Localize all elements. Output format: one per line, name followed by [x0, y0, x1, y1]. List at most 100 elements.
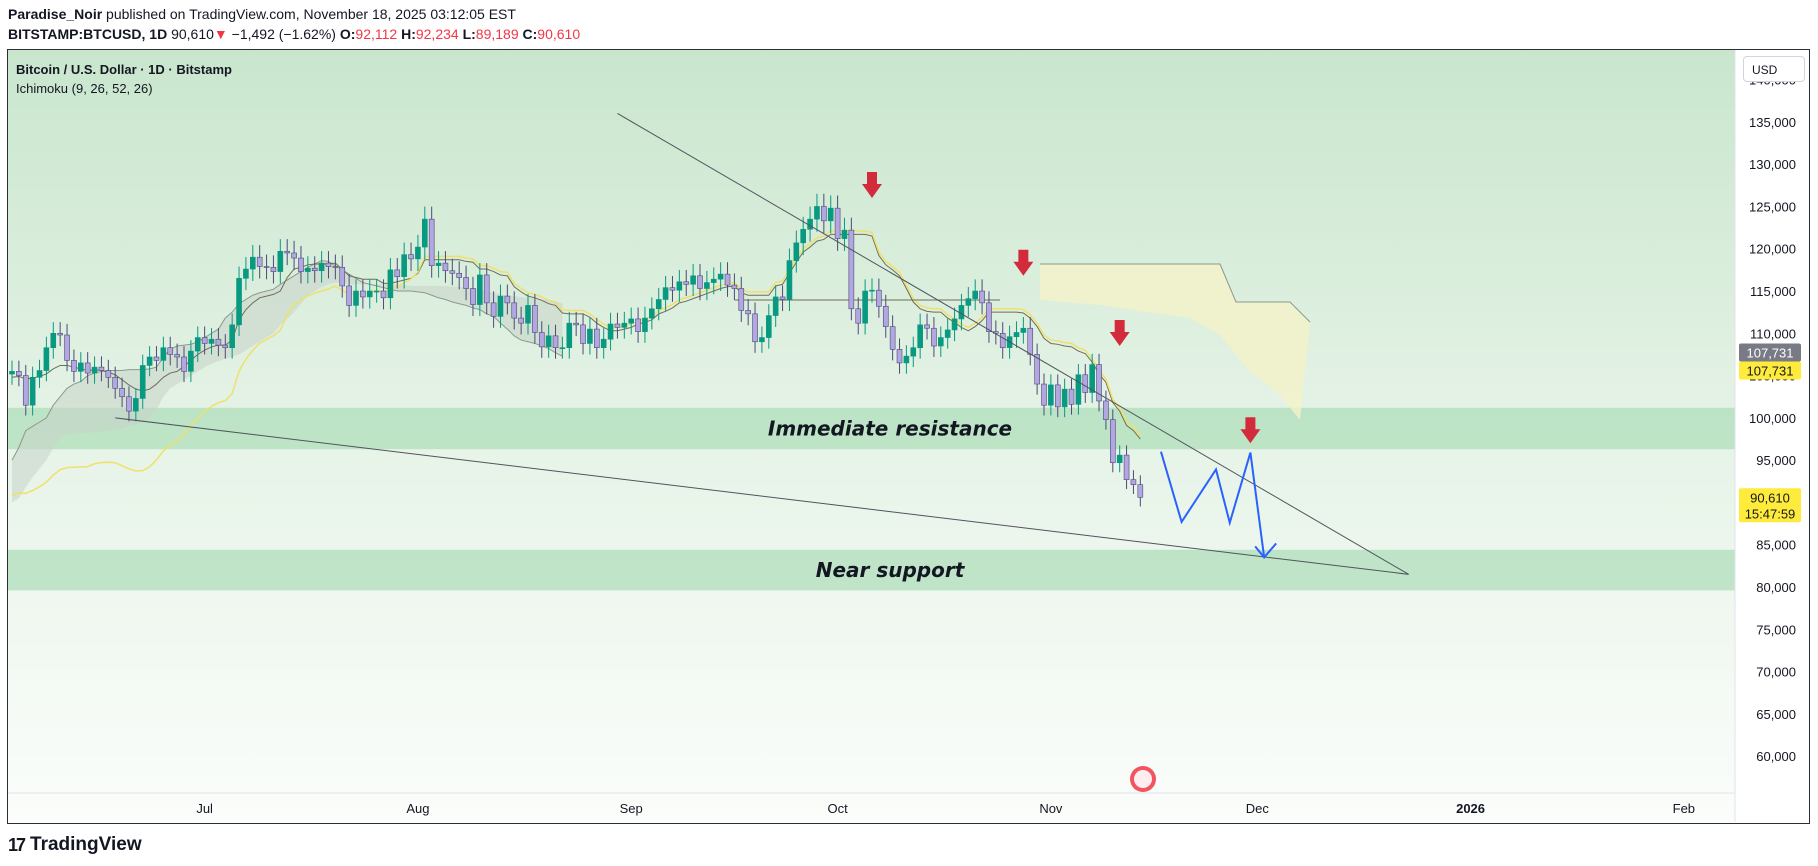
- down-arrow-icon: [1109, 320, 1130, 346]
- candle: [593, 328, 600, 348]
- candle: [463, 277, 469, 289]
- author-name[interactable]: Paradise_Noir: [8, 6, 103, 22]
- candle: [263, 266, 270, 268]
- candle: [387, 269, 394, 299]
- candle: [793, 242, 800, 261]
- y-tick-label: 100,000: [1749, 411, 1796, 426]
- candle: [236, 278, 242, 326]
- candle: [621, 322, 628, 328]
- down-arrow-icon: [862, 172, 882, 198]
- candle: [408, 254, 414, 260]
- candle: [848, 229, 855, 310]
- candle: [717, 273, 724, 280]
- open-label: O:: [339, 26, 356, 42]
- ichimoku-price-badge: [1739, 361, 1801, 380]
- candle: [78, 362, 84, 372]
- candle: [724, 273, 731, 286]
- low-label: L:: [462, 26, 476, 42]
- candle: [600, 338, 607, 348]
- candle: [841, 229, 848, 239]
- candle: [1110, 419, 1116, 464]
- x-tick-label: Feb: [1673, 801, 1695, 816]
- candle: [587, 328, 593, 344]
- candle: [786, 260, 793, 300]
- candle: [1123, 454, 1130, 480]
- candle: [291, 252, 297, 259]
- candle: [910, 347, 917, 357]
- candle: [573, 322, 579, 326]
- candle: [580, 324, 586, 344]
- candle: [250, 256, 256, 270]
- candle: [1041, 383, 1047, 406]
- candle: [194, 337, 201, 352]
- resistance-zone: [8, 407, 1735, 450]
- candle: [772, 296, 779, 316]
- countdown-text: 15:47:59: [1745, 506, 1796, 521]
- candle: [1034, 354, 1040, 385]
- candle: [167, 347, 174, 355]
- candle: [1013, 332, 1020, 337]
- ichimoku-kijun: [11, 230, 1141, 497]
- candle: [50, 333, 57, 348]
- x-tick-label: Aug: [406, 801, 429, 816]
- low-value: 89,189: [475, 26, 519, 42]
- candle: [525, 305, 531, 324]
- x-tick-label: Jul: [196, 801, 213, 816]
- candle: [759, 337, 765, 343]
- candle: [821, 206, 827, 222]
- currency-button[interactable]: USD: [1743, 56, 1805, 82]
- y-tick-label: 60,000: [1756, 749, 1796, 764]
- legend-title[interactable]: Bitcoin / U.S. Dollar · 1D · Bitstamp: [16, 62, 232, 77]
- candle: [311, 267, 318, 272]
- candle: [1089, 364, 1095, 393]
- candle: [1048, 384, 1054, 406]
- down-arrow-icon: [1240, 417, 1261, 444]
- high-label: H:: [401, 26, 416, 42]
- legend-indicator[interactable]: Ichimoku (9, 26, 52, 26): [16, 81, 153, 96]
- y-tick-label: 125,000: [1749, 199, 1796, 214]
- publish-line: Paradise_Noir published on TradingView.c…: [8, 4, 580, 24]
- candle: [1130, 479, 1137, 485]
- candle: [958, 305, 965, 320]
- x-tick-label: 2026: [1456, 801, 1485, 816]
- y-tick-label: 75,000: [1756, 622, 1796, 637]
- support-label: Near support: [816, 558, 966, 582]
- brand-name: TradingView: [30, 834, 142, 855]
- candle: [188, 350, 194, 372]
- candle: [986, 302, 992, 332]
- candle: [532, 305, 538, 333]
- publish-info: published on TradingView.com, November 1…: [102, 6, 516, 22]
- candle: [635, 318, 641, 332]
- candle: [1020, 327, 1027, 333]
- candle: [745, 310, 751, 315]
- candle: [738, 288, 745, 311]
- chart-frame[interactable]: [7, 49, 1810, 824]
- candle: [229, 324, 235, 348]
- candle: [112, 376, 118, 389]
- candle: [201, 337, 208, 344]
- candle: [552, 335, 559, 348]
- candle: [869, 289, 875, 292]
- candle: [965, 298, 972, 306]
- candle: [855, 308, 862, 324]
- candle: [642, 317, 648, 332]
- candle: [428, 218, 435, 266]
- price-badge-text: 107,731: [1747, 364, 1794, 379]
- price-badge-text: 107,731: [1747, 346, 1794, 361]
- candle: [1075, 374, 1082, 405]
- ichimoku-price-badge: [1739, 343, 1801, 362]
- candle: [704, 282, 710, 289]
- y-tick-label: 85,000: [1756, 538, 1796, 553]
- candle: [882, 305, 889, 327]
- candle: [1082, 374, 1089, 393]
- y-tick-label: 120,000: [1749, 242, 1796, 257]
- candle: [360, 290, 366, 298]
- candle: [305, 267, 311, 272]
- candle: [559, 347, 566, 349]
- candle: [222, 344, 229, 348]
- candle: [415, 246, 421, 260]
- lower-trendline: [115, 417, 1409, 575]
- candle: [607, 323, 614, 340]
- candle: [655, 299, 662, 310]
